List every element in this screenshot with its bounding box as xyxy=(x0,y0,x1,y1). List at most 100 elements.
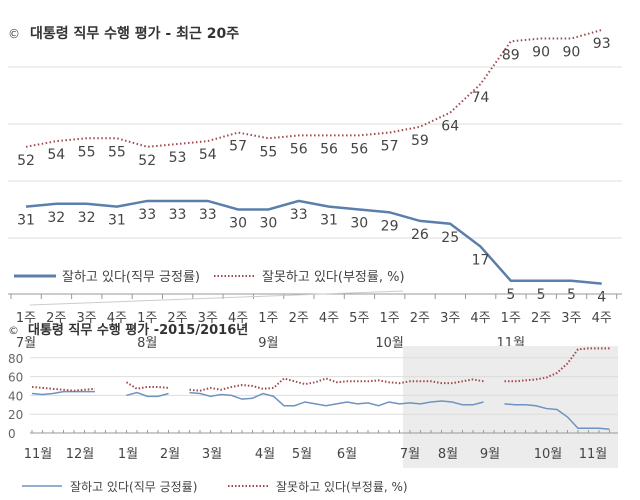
month-label: 7월 xyxy=(400,447,420,462)
x-tick-label: 4주 xyxy=(470,311,490,326)
y-tick-label: 20 xyxy=(8,408,23,422)
data-label: 56 xyxy=(290,141,308,157)
x-tick-label: 3주 xyxy=(76,311,96,326)
legend-label-disapprove: 잘못하고 있다(부정률, %) xyxy=(276,480,408,494)
month-label: 7월 xyxy=(16,336,36,351)
data-label: 59 xyxy=(411,133,429,149)
approve-line-segment xyxy=(31,390,95,396)
data-label: 54 xyxy=(199,147,217,163)
data-label: 33 xyxy=(199,207,217,223)
data-label: 25 xyxy=(441,230,459,246)
y-tick-label: 40 xyxy=(8,389,23,403)
data-label: 29 xyxy=(381,218,399,234)
month-label: 9월 xyxy=(258,336,278,351)
month-label: 4월 xyxy=(255,447,275,462)
month-label: 11월 xyxy=(24,447,53,462)
data-label: 31 xyxy=(320,213,338,229)
x-tick-label: 4주 xyxy=(592,311,612,326)
data-label: 55 xyxy=(108,144,126,160)
data-label: 52 xyxy=(138,153,156,169)
top-chart: © 대통령 직무 수행 평가 - 최근 20주 31 32 32 31 33 33 33 30… xyxy=(8,25,622,351)
bottom-legend: 잘하고 있다(직무 긍정률) 잘못하고 있다(부정률, %) xyxy=(22,480,408,494)
y-tick-label: 80 xyxy=(8,352,23,366)
x-tick-label: 2주 xyxy=(410,311,430,326)
data-label: 30 xyxy=(229,216,247,232)
disapprove-line-segment xyxy=(504,347,610,383)
x-tick-label: 4주 xyxy=(107,311,127,326)
bottom-chart-title: 대통령 직무 수행 평가 -2015/2016년 xyxy=(28,322,248,338)
data-label: 53 xyxy=(169,150,187,166)
disapprove-line-segment xyxy=(31,385,96,392)
data-label: 89 xyxy=(502,47,520,63)
x-tick-label: 5주 xyxy=(349,311,369,326)
month-label: 5월 xyxy=(292,447,312,462)
data-label: 5 xyxy=(537,287,546,303)
data-label: 30 xyxy=(259,216,277,232)
copyright-icon: © xyxy=(8,27,20,41)
x-tick-label: 4주 xyxy=(228,311,248,326)
month-label: 10월 xyxy=(375,336,404,351)
data-label: 4 xyxy=(597,290,606,306)
data-label: 31 xyxy=(108,213,126,229)
data-label: 30 xyxy=(350,216,368,232)
month-label: 3월 xyxy=(202,447,222,462)
x-tick-label: 4주 xyxy=(319,311,339,326)
y-tick-label: 0 xyxy=(8,427,16,441)
data-label: 56 xyxy=(350,141,368,157)
top-legend: 잘하고 있다(직무 긍정률) 잘못하고 있다(부정률, %) xyxy=(14,270,405,285)
copyright-icon: © xyxy=(8,324,19,337)
data-label: 64 xyxy=(441,119,459,135)
data-label: 56 xyxy=(320,141,338,157)
x-tick-label: 3주 xyxy=(198,311,218,326)
month-label: 2월 xyxy=(160,447,180,462)
x-tick-label: 2주 xyxy=(46,311,66,326)
month-label: 6월 xyxy=(337,447,357,462)
data-label: 26 xyxy=(411,227,429,243)
y-tick-label: 60 xyxy=(8,371,23,385)
x-tick-label: 1주 xyxy=(258,311,278,326)
month-label: 8월 xyxy=(137,336,157,351)
data-label: 55 xyxy=(78,144,96,160)
disapprove-line-segment xyxy=(125,381,169,390)
data-label: 5 xyxy=(567,287,576,303)
highlight-region xyxy=(403,346,618,468)
data-label: 33 xyxy=(290,207,308,223)
x-tick-label: 3주 xyxy=(561,311,581,326)
data-label: 17 xyxy=(472,253,490,269)
approve-line-segment xyxy=(504,403,610,430)
month-label: 1월 xyxy=(118,447,138,462)
legend-label-disapprove: 잘못하고 있다(부정률, %) xyxy=(262,270,405,285)
disapprove-line xyxy=(25,28,602,148)
month-label: 8월 xyxy=(438,447,458,462)
data-label: 57 xyxy=(229,139,247,155)
disapprove-line-segment xyxy=(189,377,484,392)
approve-line xyxy=(25,199,602,285)
data-label: 33 xyxy=(138,207,156,223)
data-label: 31 xyxy=(17,213,35,229)
x-tick-label: 2주 xyxy=(167,311,187,326)
data-label: 5 xyxy=(506,287,515,303)
bottom-chart: © 대통령 직무 수행 평가 -2015/2016년 0 20 40 60 80 11월… xyxy=(8,322,618,494)
x-tick-label: 1주 xyxy=(501,311,521,326)
x-tick-label: 1주 xyxy=(137,311,157,326)
month-label: 11월 xyxy=(579,447,608,462)
month-label: 9월 xyxy=(480,447,500,462)
month-label: 10월 xyxy=(534,447,563,462)
legend-label-approve: 잘하고 있다(직무 긍정률) xyxy=(62,270,200,285)
zoom-connector-line xyxy=(29,290,404,306)
data-label: 74 xyxy=(472,90,490,106)
data-label: 93 xyxy=(593,36,611,52)
x-tick-label: 2주 xyxy=(289,311,309,326)
data-label: 57 xyxy=(381,139,399,155)
data-label: 32 xyxy=(78,210,96,226)
approve-line-segment xyxy=(189,391,484,407)
legend-label-approve: 잘하고 있다(직무 긍정률) xyxy=(70,480,197,494)
data-label: 52 xyxy=(17,153,35,169)
data-label: 54 xyxy=(47,147,65,163)
data-label: 55 xyxy=(259,144,277,160)
x-tick-label: 2주 xyxy=(531,311,551,326)
data-label: 33 xyxy=(169,207,187,223)
month-label: 12월 xyxy=(66,447,95,462)
data-label: 90 xyxy=(532,45,550,61)
